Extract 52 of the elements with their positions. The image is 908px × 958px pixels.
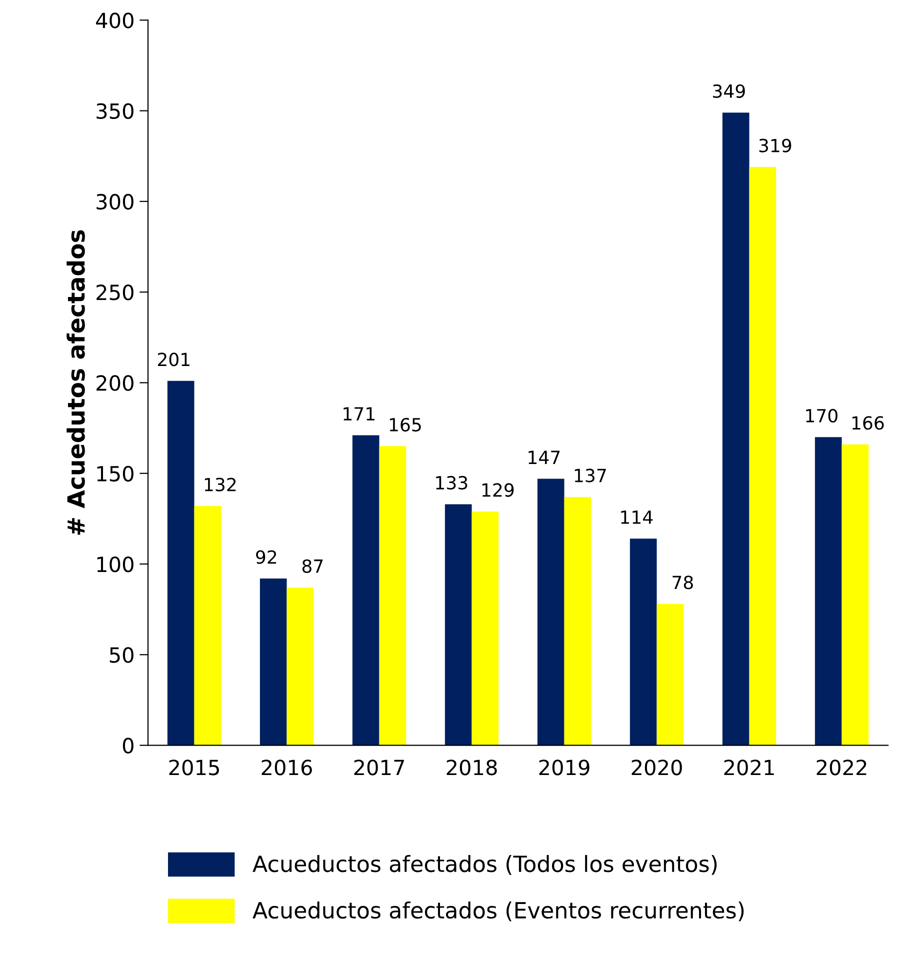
data-label: 137	[574, 468, 606, 482]
bar	[167, 380, 194, 746]
bar	[814, 437, 842, 746]
bar	[379, 446, 406, 746]
data-label: 170	[806, 408, 838, 422]
x-tick-label: 2018	[446, 760, 497, 776]
y-axis-title: # Acuedutos afectados	[66, 230, 85, 535]
bar	[194, 506, 222, 746]
bar	[656, 604, 684, 746]
y-tick-label: 50	[110, 647, 134, 663]
bar	[564, 496, 592, 746]
data-label: 147	[528, 450, 560, 464]
data-label: 319	[759, 138, 792, 152]
x-tick-label: 2021	[724, 760, 774, 776]
data-label: 92	[256, 550, 276, 564]
bar	[749, 166, 776, 746]
y-tick-label: 300	[96, 194, 134, 210]
bar	[537, 478, 564, 746]
data-label: 349	[713, 84, 745, 98]
bar	[444, 504, 472, 746]
y-tick-label: 400	[96, 12, 134, 28]
x-tick-label: 2017	[354, 760, 404, 776]
data-label: 165	[390, 418, 421, 432]
bar	[630, 538, 657, 746]
bar	[260, 578, 287, 746]
data-label: 133	[436, 476, 468, 490]
bar	[472, 511, 499, 746]
y-tick-label: 100	[97, 556, 134, 572]
data-label: 132	[204, 478, 236, 492]
bar	[286, 588, 314, 746]
data-label: 87	[302, 559, 323, 573]
data-label: 114	[621, 510, 653, 524]
x-tick-label: 2020	[632, 760, 682, 776]
x-tick-label: 2019	[539, 760, 590, 776]
y-tick-label: 350	[96, 103, 134, 119]
bar	[352, 435, 380, 746]
legend-label: Acueductos afectados (Todos los eventos)	[252, 855, 717, 875]
data-label: 78	[672, 576, 693, 590]
y-tick-label: 0	[122, 738, 134, 754]
data-label: 129	[482, 483, 514, 497]
y-tick-label: 250	[96, 284, 134, 300]
x-tick-label: 2015	[169, 760, 219, 776]
legend-label: Acueductos afectados (Eventos recurrentes)	[252, 901, 744, 922]
y-tick-label: 150	[97, 466, 134, 482]
x-tick-label: 2016	[262, 760, 312, 776]
bar	[722, 112, 750, 746]
data-label: 171	[344, 407, 374, 420]
bar	[842, 444, 869, 746]
y-tick-label: 200	[96, 375, 134, 391]
data-label: 166	[852, 416, 884, 430]
data-label: 201	[158, 352, 190, 366]
x-tick-label: 2022	[816, 760, 866, 776]
